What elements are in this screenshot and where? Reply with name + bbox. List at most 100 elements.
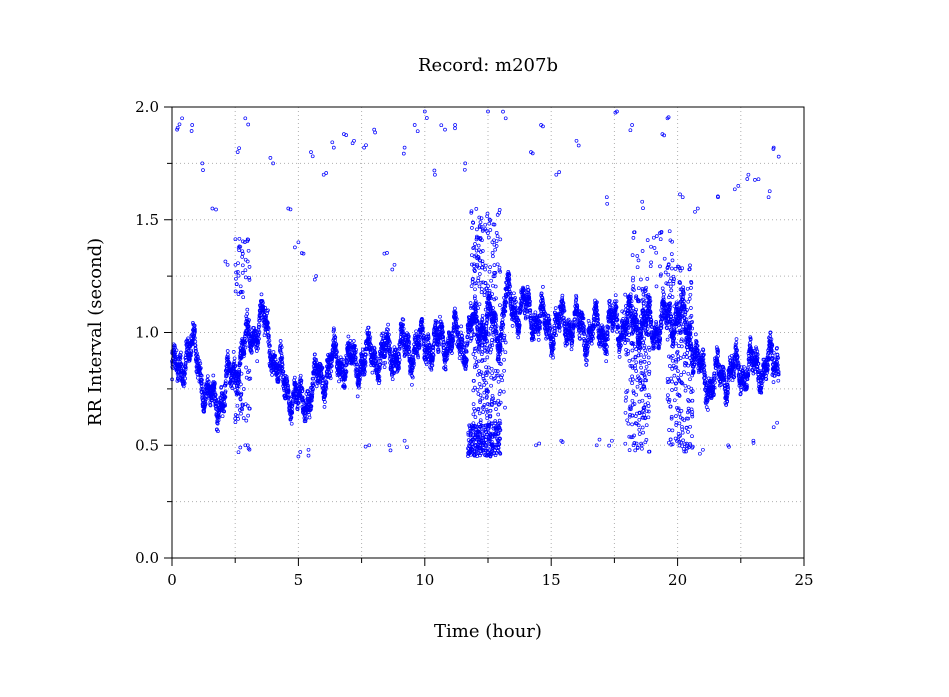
- data-point: [212, 388, 216, 393]
- data-point: [182, 381, 187, 386]
- data-point: [243, 336, 247, 341]
- data-point: [199, 383, 204, 388]
- data-point: [256, 340, 261, 345]
- data-point: [264, 314, 269, 319]
- data-point: [257, 330, 262, 334]
- data-point: [225, 349, 230, 353]
- data-point: [260, 299, 265, 303]
- data-point: [255, 359, 260, 364]
- data-point: [213, 392, 217, 396]
- data-point: [314, 384, 319, 389]
- data-point: [213, 393, 218, 397]
- data-point: [231, 350, 236, 354]
- data-point: [660, 286, 665, 291]
- data-point: [226, 355, 231, 360]
- data-point: [569, 347, 574, 352]
- data-point: [386, 322, 390, 327]
- data-point: [249, 349, 254, 354]
- data-point: [245, 307, 250, 312]
- data-point: [290, 399, 295, 404]
- data-point: [247, 331, 252, 336]
- data-point: [242, 351, 247, 356]
- data-point: [516, 335, 521, 340]
- data-point: [202, 409, 206, 414]
- data-point: [286, 390, 291, 395]
- data-point: [410, 382, 414, 387]
- data-point: [236, 384, 241, 389]
- data-point: [512, 291, 516, 296]
- data-point: [323, 400, 327, 404]
- data-point: [284, 376, 289, 381]
- data-point: [183, 365, 188, 370]
- data-point: [236, 389, 240, 394]
- data-point: [271, 350, 276, 354]
- data-point: [273, 353, 277, 358]
- data-point: [223, 389, 228, 394]
- data-point: [266, 335, 271, 340]
- data-point: [307, 415, 312, 420]
- data-point: [267, 333, 271, 338]
- data-point: [198, 367, 203, 371]
- data-point: [212, 386, 217, 390]
- data-point: [218, 408, 222, 413]
- data-point: [346, 334, 351, 339]
- data-point: [370, 370, 375, 375]
- data-point: [299, 381, 303, 385]
- data-point: [300, 389, 305, 393]
- data-point: [303, 417, 308, 422]
- data-point: [247, 318, 251, 322]
- data-point: [255, 342, 260, 347]
- data-point: [259, 292, 264, 297]
- data-point: [457, 356, 462, 360]
- data-point: [198, 366, 203, 370]
- data-point: [242, 338, 247, 343]
- data-point: [280, 356, 285, 361]
- data-point: [286, 388, 291, 393]
- data-point: [223, 402, 227, 407]
- data-point: [243, 340, 248, 344]
- data-point: [219, 385, 224, 389]
- data-point: [287, 395, 291, 400]
- data-point: [203, 397, 208, 402]
- data-point: [266, 308, 270, 313]
- data-point: [198, 361, 203, 366]
- data-point: [188, 357, 192, 361]
- data-point: [237, 368, 242, 372]
- data-point: [258, 318, 262, 323]
- data-points: [170, 109, 781, 459]
- data-point: [557, 328, 562, 333]
- data-point: [278, 339, 283, 343]
- data-point: [211, 373, 216, 378]
- data-point: [238, 361, 243, 366]
- data-point: [453, 306, 457, 311]
- data-point: [217, 415, 222, 419]
- chart-title: Record: m207b: [418, 55, 558, 76]
- data-point: [192, 331, 197, 335]
- data-point: [206, 379, 211, 384]
- data-point: [199, 390, 204, 394]
- data-point: [289, 400, 293, 405]
- data-point: [459, 324, 464, 329]
- data-point: [300, 386, 305, 391]
- data-point: [222, 409, 227, 414]
- data-point: [227, 363, 231, 368]
- data-point: [176, 373, 181, 378]
- data-point: [285, 379, 289, 384]
- data-point: [617, 355, 622, 359]
- data-point: [193, 329, 197, 334]
- data-point: [193, 346, 198, 351]
- data-point: [266, 321, 270, 325]
- data-point: [277, 373, 282, 377]
- data-point: [203, 402, 208, 406]
- data-point: [553, 306, 558, 310]
- data-point: [245, 318, 250, 323]
- data-point: [297, 391, 302, 396]
- data-point: [293, 380, 298, 385]
- data-point: [224, 371, 229, 376]
- data-point: [257, 336, 261, 341]
- data-point: [276, 377, 281, 382]
- data-point: [216, 429, 220, 434]
- data-point: [382, 365, 387, 369]
- data-point: [279, 343, 283, 347]
- data-point: [279, 358, 284, 362]
